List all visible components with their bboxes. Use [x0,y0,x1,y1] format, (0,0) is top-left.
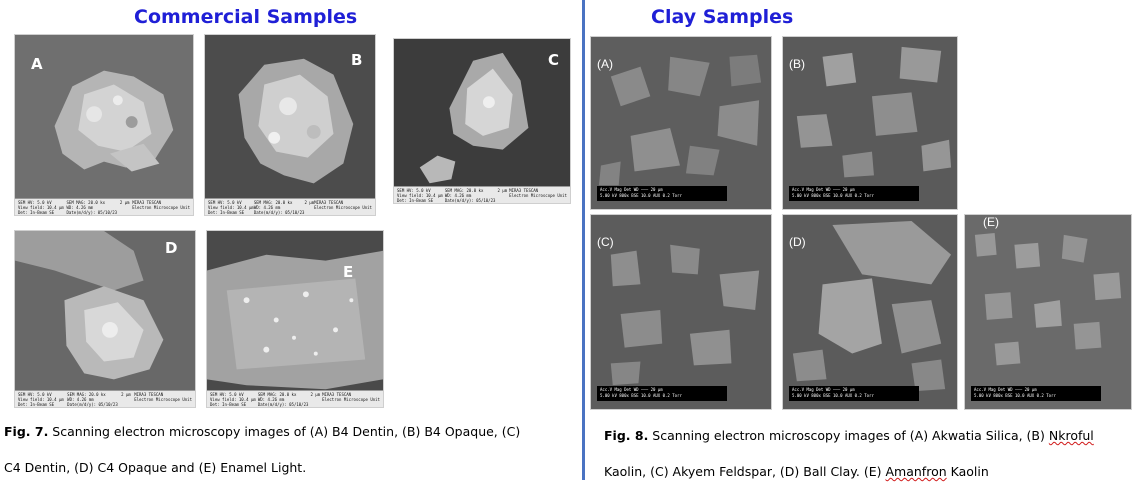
amanfron-word: Amanfron [885,464,947,479]
clay-info-bar: Acc.V Mag Det WD ——— 20 µm 5.00 kV 800x B… [789,186,919,201]
sem-info-bar: SEM HV: 5.0 kV View field: 10.4 µm Det: In… [207,390,383,407]
figure-7-caption-line1: Scanning electron microscopy images of (… [48,424,521,439]
commercial-samples-heading: Commercial Samples [134,6,358,28]
nkroful-word: Nkroful [1048,428,1094,443]
panel-letter-d: D [165,239,178,257]
figure-8-caption-line2b: Kaolin [946,464,989,479]
figure-8-label: Fig. 8. [604,428,649,443]
particle-a-graphic [15,35,193,215]
figure-8-caption: Fig. 8. Scanning electron microscopy ima… [604,418,1134,490]
figure-8-caption-line1: Scanning electron microscopy images of (… [648,428,1049,443]
sem-image-c: C SEM HV: 5.0 kV View field: 10.4 µm Det: … [393,38,571,204]
sem-info-bar: SEM HV: 5.0 kV View field: 10.4 µm Det: In… [15,198,193,215]
particle-e-graphic [207,231,383,407]
figure-8-caption-line2a: Kaolin, (C) Akyem Feldspar, (D) Ball Cla… [604,464,886,479]
clay-sem-image-a: (A) Acc.V Mag Det WD ——— 20 µm 5.00 kV 80… [590,36,772,210]
clay-particles-e-graphic [965,215,1131,409]
clay-panel-letter-d: (D) [789,235,806,249]
panel-letter-b: B [351,51,363,69]
particle-b-graphic [205,35,375,215]
clay-panel-letter-b: (B) [789,57,805,71]
particle-c-graphic [394,39,570,203]
sem-info-bar: SEM HV: 5.0 kV View field: 10.4 µm Det: In… [205,198,375,215]
figure-7-caption: Fig. 7. Scanning electron microscopy ima… [4,414,574,486]
panel-letter-c: C [548,51,560,69]
clay-samples-heading: Clay Samples [651,6,794,28]
panel-letter-a: A [31,55,43,73]
sem-image-e: E SEM HV: 5.0 kV View field: 10.4 µm Det: … [206,230,384,408]
sem-image-d: D SEM HV: 5.0 kV View field: 10.4 µm Det: … [14,230,196,408]
column-divider [582,0,585,480]
clay-info-bar: Acc.V Mag Det WD ——— 20 µm 5.00 kV 800x B… [789,386,919,401]
sem-image-b: B SEM HV: 5.0 kV View field: 10.4 µm Det: … [204,34,376,216]
clay-panel-letter-c: (C) [597,235,614,249]
clay-panel-letter-a: (A) [597,57,613,71]
clay-sem-image-d: (D) Acc.V Mag Det WD ——— 20 µm 5.00 kV 80… [782,214,958,410]
clay-sem-image-e: (E) Acc.V Mag Det WD ——— 20 µm 5.00 kV 80… [964,214,1132,410]
clay-particles-c-graphic [591,215,771,409]
figure-7-caption-line2: C4 Dentin, (D) C4 Opaque and (E) Enamel … [4,460,307,475]
clay-particles-b-graphic [783,37,957,209]
clay-particles-d-graphic [783,215,957,409]
panel-letter-e: E [343,263,354,281]
clay-particles-a-graphic [591,37,771,209]
sem-image-a: A SEM HV: 5.0 kV View field: 10.4 µm Det: … [14,34,194,216]
clay-panel-letter-e: (E) [983,215,999,229]
sem-info-bar: SEM HV: 5.0 kV View field: 10.4 µm Det: In… [15,390,195,407]
clay-sem-image-b: (B) Acc.V Mag Det WD ——— 20 µm 5.00 kV 80… [782,36,958,210]
clay-info-bar: Acc.V Mag Det WD ——— 20 µm 5.00 kV 800x B… [597,186,727,201]
clay-info-bar: Acc.V Mag Det WD ——— 20 µm 5.00 kV 800x B… [971,386,1101,401]
clay-sem-image-c: (C) Acc.V Mag Det WD ——— 20 µm 5.00 kV 80… [590,214,772,410]
clay-info-bar: Acc.V Mag Det WD ——— 20 µm 5.00 kV 800x B… [597,386,727,401]
sem-info-bar: SEM HV: 5.0 kV View field: 10.4 µm Det: In… [394,186,570,203]
figure-7-label: Fig. 7. [4,424,49,439]
particle-d-graphic [15,231,195,407]
